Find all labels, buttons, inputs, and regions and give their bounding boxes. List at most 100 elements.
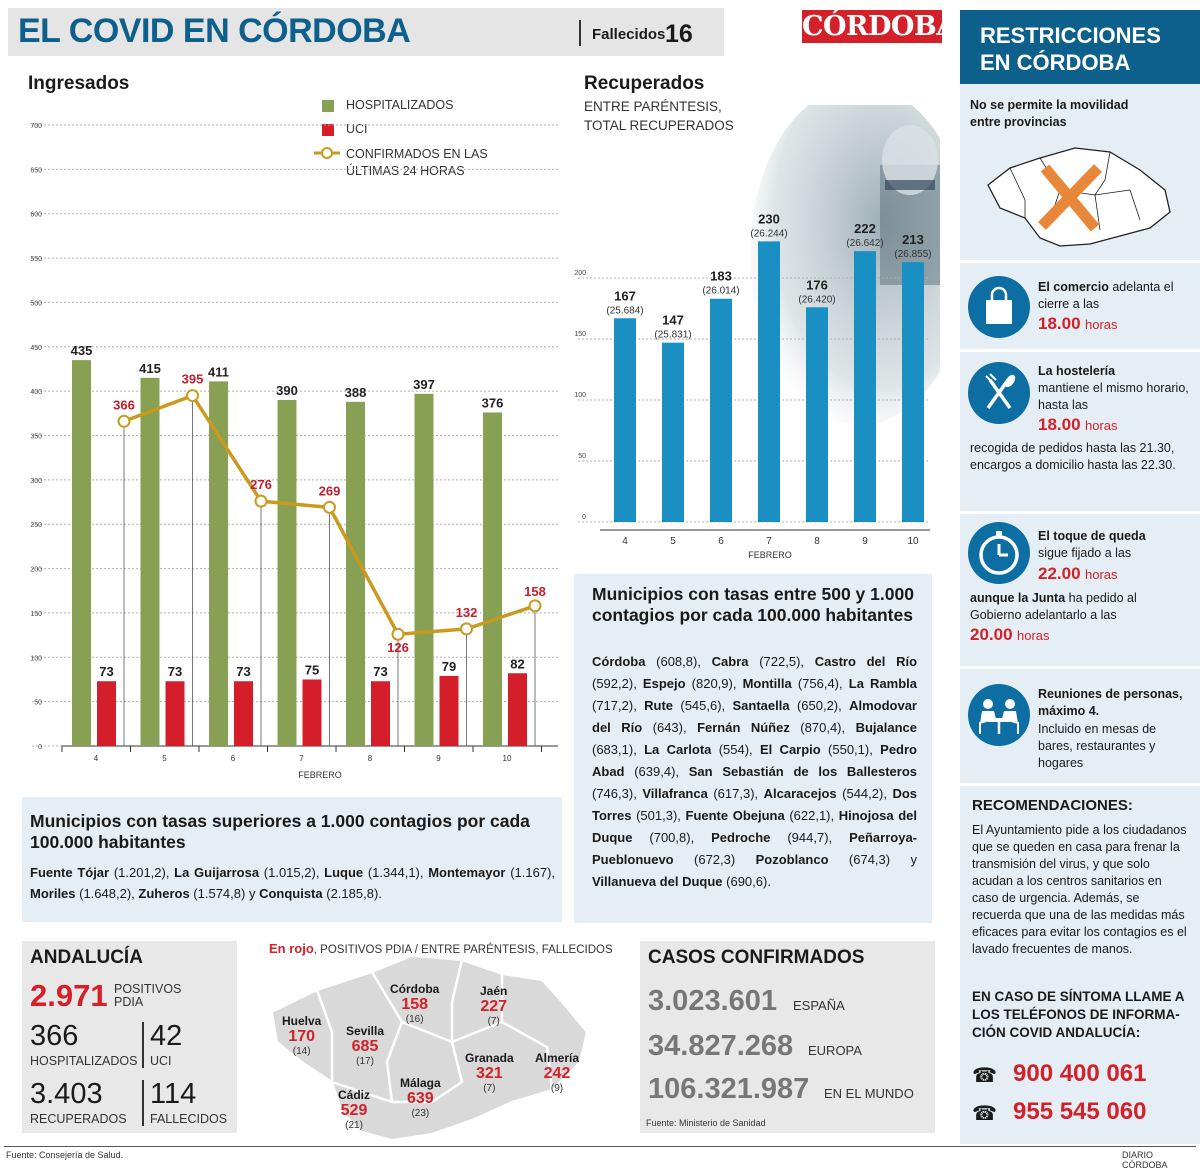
y-tick-label: 150 bbox=[30, 611, 42, 618]
municipio-name: Luque bbox=[324, 865, 364, 880]
province-positivos: 158 bbox=[401, 996, 429, 1013]
recuperados-bar bbox=[854, 251, 876, 522]
hosteleria-hour-value: 18.00 bbox=[1038, 415, 1081, 434]
municipio-name: Fernán Núñez bbox=[697, 720, 790, 735]
recuperados-bar bbox=[662, 342, 684, 522]
mun-500-title: Municipios con tasas entre 500 y 1.000 c… bbox=[592, 584, 914, 625]
municipio-rate: (1.344,1), bbox=[363, 865, 429, 880]
legend-conf-line2: ÚLTIMAS 24 HORAS bbox=[346, 164, 465, 178]
uci-bar bbox=[97, 681, 116, 746]
hosp-value-label: 411 bbox=[208, 364, 229, 379]
municipio-rate: (2.185,8). bbox=[322, 886, 382, 901]
clock-icon bbox=[968, 522, 1030, 584]
x-tick-label: 4 bbox=[94, 754, 99, 763]
recuperados-total-label: (25.684) bbox=[606, 305, 643, 316]
casos-source: Fuente: Ministerio de Sanidad bbox=[646, 1118, 766, 1128]
movilidad-line2: entre provincias bbox=[970, 115, 1067, 129]
comercio-hour-value: 18.00 bbox=[1038, 314, 1081, 333]
toque-hour-unit: horas bbox=[1085, 567, 1118, 582]
municipio-name: Santaella bbox=[732, 698, 790, 713]
mun-500-box bbox=[574, 574, 932, 923]
casos-espana-label: ESPAÑA bbox=[793, 998, 845, 1013]
municipio-rate: (639,4), bbox=[624, 764, 689, 779]
municipio-name: Hinojosa del Duque bbox=[592, 808, 917, 845]
uci-value-label: 79 bbox=[442, 659, 456, 674]
municipio-rate: (617,3), bbox=[707, 786, 764, 801]
reuniones-bold: Reuniones de personas, máximo 4. bbox=[1038, 687, 1183, 718]
province-positivos: 227 bbox=[480, 998, 508, 1015]
conf-value-label: 132 bbox=[456, 605, 478, 620]
province-name: Sevilla bbox=[346, 1024, 385, 1038]
municipio-rate: (756,4), bbox=[791, 676, 849, 691]
municipio-name: Montilla bbox=[742, 676, 792, 691]
recuperados-subtitle-line1: ENTRE PARÉNTESIS, bbox=[584, 99, 722, 114]
phone-icon: ☎ bbox=[972, 1065, 997, 1087]
conf-point bbox=[117, 414, 131, 428]
municipio-name: Bujalance bbox=[855, 720, 917, 735]
comercio-text: El comercio adelanta el cierre a las bbox=[1038, 279, 1193, 313]
y-tick-label: 50 bbox=[34, 700, 42, 707]
comercio-hour: 18.00 horas bbox=[1038, 314, 1118, 334]
province-positivos: 170 bbox=[288, 1028, 316, 1045]
municipio-rate: (674,3) y bbox=[828, 852, 917, 867]
legend-uci-swatch bbox=[322, 124, 334, 136]
andalucia-pdia-label-1: POSITIVOS bbox=[114, 982, 182, 996]
recuperados-total-label: (25.831) bbox=[654, 330, 691, 341]
uci-value-label: 73 bbox=[236, 664, 250, 679]
recuperados-value-label: 147 bbox=[662, 313, 684, 328]
movilidad-text: No se permite la movilidad entre provinc… bbox=[970, 97, 1128, 131]
hosp-bar bbox=[277, 400, 297, 746]
toque-hour2: 20.00 horas bbox=[970, 625, 1050, 645]
cutlery-icon bbox=[968, 362, 1030, 424]
divider bbox=[960, 511, 1200, 514]
map-province-label: Málaga 639 (23) bbox=[400, 1076, 441, 1121]
municipio-name: La Rambla bbox=[848, 676, 917, 691]
reuniones-text: Incluido en mesas de bares, restaurantes… bbox=[1038, 722, 1157, 770]
y-tick-label: 500 bbox=[30, 300, 42, 307]
map-province-label: Córdoba 158 (16) bbox=[390, 982, 439, 1027]
andalucia-recup-label: RECUPERADOS bbox=[30, 1112, 127, 1126]
divider bbox=[142, 1080, 144, 1126]
municipio-rate: (700,8), bbox=[632, 830, 712, 845]
x-tick-label: 8 bbox=[814, 536, 820, 547]
municipio-rate: (690,6). bbox=[722, 874, 771, 889]
recuperados-value-label: 222 bbox=[854, 221, 876, 236]
municipio-rate: (717,2), bbox=[592, 698, 645, 713]
province-name: Almería bbox=[535, 1051, 580, 1065]
uci-value-label: 73 bbox=[99, 664, 113, 679]
recuperados-total-label: (26.855) bbox=[894, 249, 931, 260]
municipio-name: Dos Torres bbox=[592, 786, 917, 823]
phone-1[interactable]: 900 400 061 bbox=[1013, 1060, 1147, 1087]
conf-value-label: 395 bbox=[182, 372, 204, 387]
x-tick-label: 6 bbox=[231, 754, 236, 763]
municipio-rate: (554), bbox=[711, 742, 760, 757]
divider bbox=[960, 666, 1200, 669]
legend-conf-line1: CONFIRMADOS EN LAS bbox=[346, 147, 488, 161]
municipio-name: Peñarroya-Pueblonuevo bbox=[592, 830, 917, 867]
recuperados-total-label: (26.244) bbox=[750, 228, 787, 239]
hosteleria-text: La hostelería mantiene el mismo horario, … bbox=[1038, 363, 1193, 414]
municipio-name: La Guijarrosa bbox=[174, 865, 260, 880]
map-legend-rest: , POSITIVOS PDIA / ENTRE PARÉNTESIS, FAL… bbox=[313, 944, 613, 956]
conf-point bbox=[186, 389, 199, 403]
andalucia-fall: 114 bbox=[150, 1078, 197, 1110]
casos-mundo-label: EN EL MUNDO bbox=[824, 1086, 914, 1101]
x-axis-label: FEBRERO bbox=[748, 550, 792, 560]
map-province-label: Huelva 170 (14) bbox=[282, 1014, 321, 1059]
meeting-table-icon bbox=[968, 684, 1030, 746]
province-name: Córdoba bbox=[390, 982, 440, 996]
map-legend: En rojo, POSITIVOS PDIA / ENTRE PARÉNTES… bbox=[269, 941, 613, 956]
hosteleria-bold: La hostelería bbox=[1038, 364, 1116, 378]
province-name: Málaga bbox=[400, 1076, 441, 1090]
y-tick-label: 600 bbox=[30, 212, 42, 219]
uci-value-label: 75 bbox=[305, 662, 319, 677]
hosp-bar bbox=[140, 377, 160, 746]
municipio-name: Montemayor bbox=[428, 865, 506, 880]
hosteleria-hour: 18.00 horas bbox=[1038, 415, 1118, 435]
fallecidos-value: 16 bbox=[665, 20, 693, 48]
sintoma-text: EN CASO DE SÍNTOMA LLAME A LOS TELÉFONOS… bbox=[972, 989, 1185, 1040]
map-legend-red: En rojo bbox=[269, 941, 314, 956]
recuperados-value-label: 167 bbox=[614, 288, 636, 303]
recuperados-total-label: (26.014) bbox=[702, 286, 739, 297]
phone-2[interactable]: 955 545 060 bbox=[1013, 1098, 1147, 1125]
